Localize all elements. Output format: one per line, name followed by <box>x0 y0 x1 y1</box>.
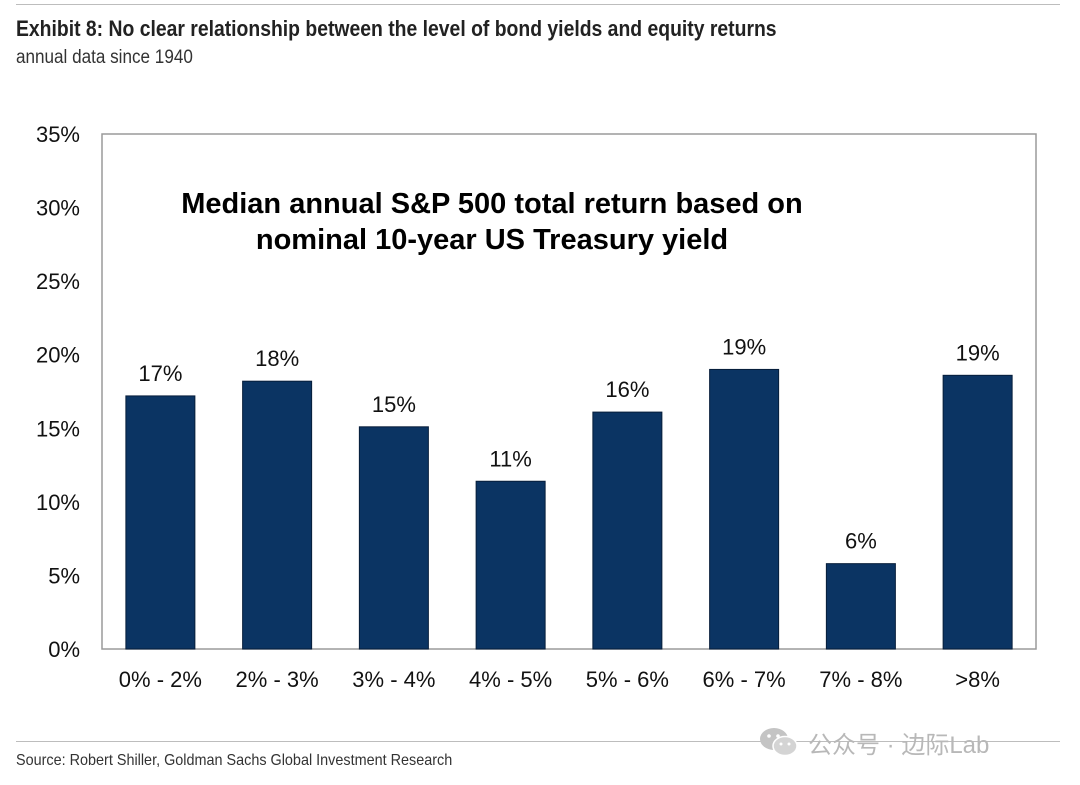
x-tick-label: 3% - 4% <box>352 667 435 692</box>
x-tick-label: 6% - 7% <box>703 667 786 692</box>
wechat-icon <box>760 728 798 757</box>
exhibit-title: Exhibit 8: No clear relationship between… <box>16 16 777 41</box>
watermark: 公众号 · 边际Lab <box>758 722 989 762</box>
data-label: 6% <box>845 529 877 554</box>
x-tick-label: 7% - 8% <box>819 667 902 692</box>
data-label: 19% <box>722 334 766 359</box>
y-tick-label: 5% <box>48 563 80 588</box>
x-tick-label: 2% - 3% <box>236 667 319 692</box>
y-tick-label: 30% <box>36 196 80 221</box>
data-labels: 17% 18% 15% 11% 16% 19% 6% 19% <box>138 334 999 553</box>
bottom-rule <box>16 741 1060 742</box>
bars <box>125 368 1013 650</box>
x-tick-label: 0% - 2% <box>119 667 202 692</box>
y-tick-label: 0% <box>48 637 80 662</box>
source-note: Source: Robert Shiller, Goldman Sachs Gl… <box>16 752 453 769</box>
bar <box>475 480 546 650</box>
data-label: 19% <box>956 340 1000 365</box>
bar <box>825 563 896 650</box>
x-tick-label: 4% - 5% <box>469 667 552 692</box>
data-label: 18% <box>255 346 299 371</box>
plot-frame <box>101 133 1037 650</box>
y-tick-label: 10% <box>36 490 80 515</box>
bar <box>942 374 1013 650</box>
y-tick-label: 35% <box>36 122 80 147</box>
exhibit-subtitle: annual data since 1940 <box>16 47 193 68</box>
x-axis: 0% - 2% 2% - 3% 3% - 4% 4% - 5% 5% - 6% 6% - … <box>119 667 1000 692</box>
data-label: 17% <box>138 361 182 386</box>
bar <box>592 411 663 650</box>
x-tick-label: 5% - 6% <box>586 667 669 692</box>
y-tick-label: 25% <box>36 269 80 294</box>
y-tick-label: 20% <box>36 343 80 368</box>
data-label: 16% <box>605 377 649 402</box>
y-tick-label: 15% <box>36 416 80 441</box>
data-label: 15% <box>372 392 416 417</box>
chart-title-line-2: nominal 10-year US Treasury yield <box>256 224 728 256</box>
top-rule <box>16 4 1060 5</box>
bar <box>242 380 313 650</box>
y-axis: 0% 5% 10% 15% 20% 25% 30% 35% <box>36 122 80 662</box>
bar <box>125 395 196 650</box>
chart-title-line-1: Median annual S&P 500 total return based… <box>181 188 803 220</box>
bar <box>358 426 429 650</box>
watermark-text: 公众号 · 边际Lab <box>808 731 990 759</box>
data-label: 11% <box>489 446 531 471</box>
x-tick-label: >8% <box>955 667 1000 692</box>
bar <box>709 368 780 650</box>
